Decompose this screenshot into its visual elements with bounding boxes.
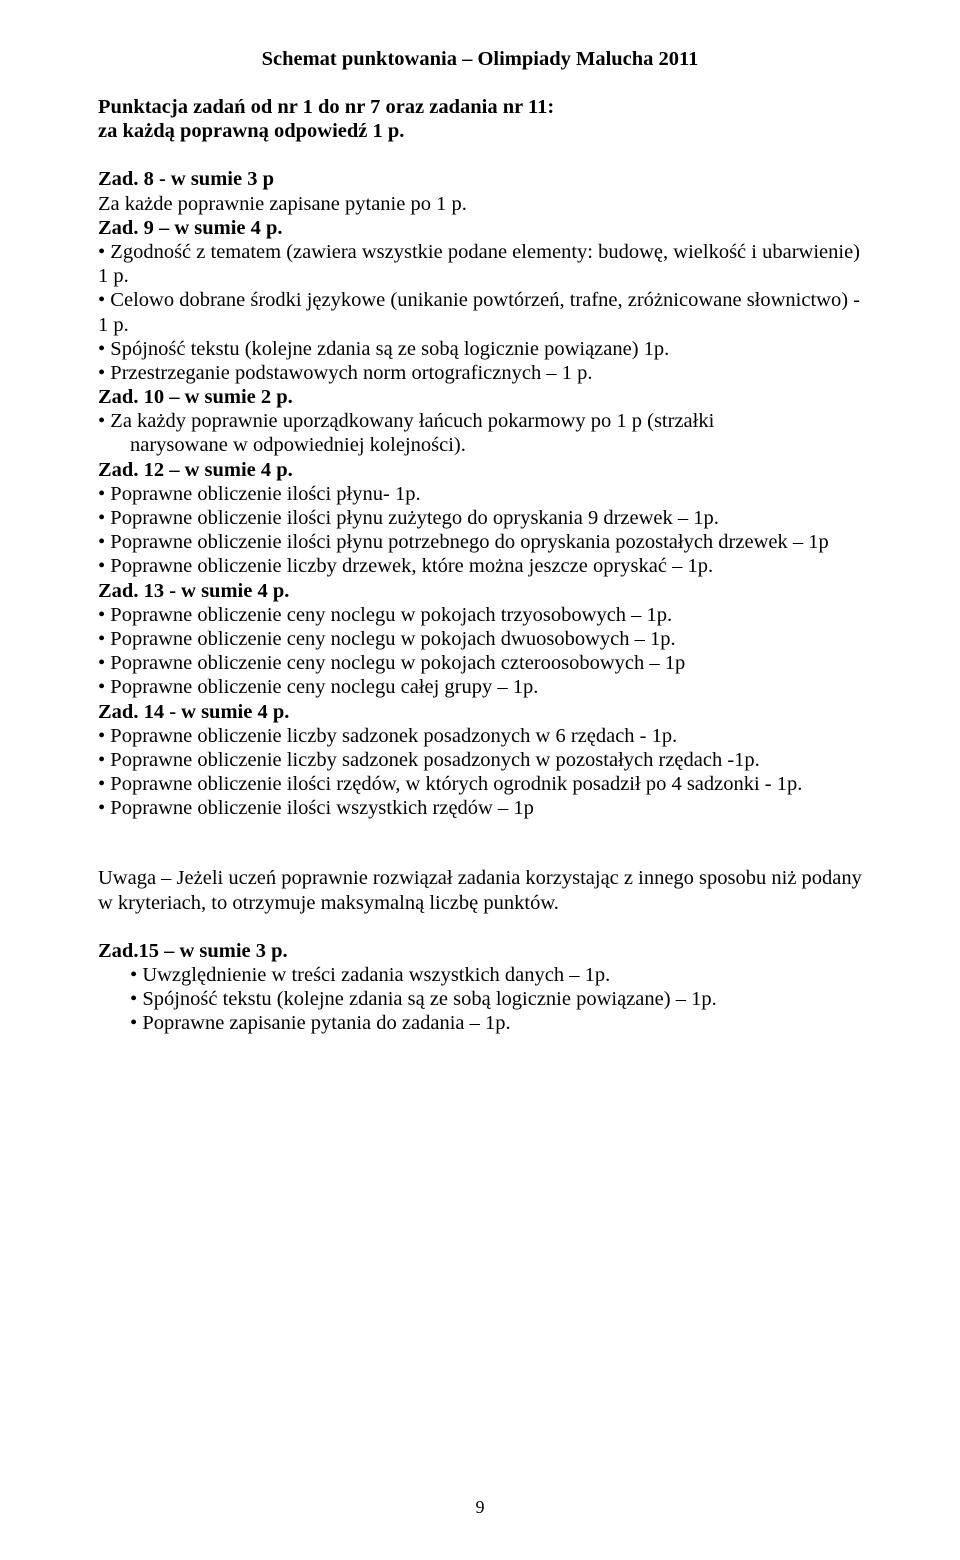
list-item: Spójność tekstu (kolejne zdania są ze so…	[130, 987, 862, 1011]
list-item: Uwzględnienie w treści zadania wszystkic…	[130, 963, 862, 987]
body-text: • Poprawne obliczenie ceny noclegu w pok…	[98, 627, 862, 651]
body-text: • Poprawne obliczenie ceny noclegu całej…	[98, 675, 862, 699]
list-item: Poprawne zapisanie pytania do zadania – …	[130, 1011, 862, 1035]
note-text: Uwaga – Jeżeli uczeń poprawnie rozwiązał…	[98, 866, 862, 914]
body-text: • Spójność tekstu (kolejne zdania są ze …	[98, 337, 862, 361]
body-text: • Poprawne obliczenie liczby drzewek, kt…	[98, 554, 862, 578]
body-text: • Poprawne obliczenie liczby sadzonek po…	[98, 724, 862, 748]
body-text: • Zgodność z tematem (zawiera wszystkie …	[98, 240, 862, 288]
body-text: • Poprawne obliczenie ilości wszystkich …	[98, 796, 862, 820]
page-number: 9	[0, 1497, 960, 1518]
body-text: • Poprawne obliczenie ceny noclegu w pok…	[98, 651, 862, 675]
document-body: Punktacja zadań od nr 1 do nr 7 oraz zad…	[98, 95, 862, 1036]
section-heading: za każdą poprawną odpowiedź 1 p.	[98, 119, 862, 143]
page-title: Schemat punktowania – Olimpiady Malucha …	[98, 48, 862, 71]
body-text: • Poprawne obliczenie ceny noclegu w pok…	[98, 603, 862, 627]
body-text: • Celowo dobrane środki językowe (unikan…	[98, 288, 862, 336]
bullet-list: Uwzględnienie w treści zadania wszystkic…	[98, 963, 862, 1036]
task-heading: Zad. 9 – w sumie 4 p.	[98, 216, 862, 240]
task-heading: Zad. 13 - w sumie 4 p.	[98, 579, 862, 603]
body-text: • Poprawne obliczenie ilości płynu zużyt…	[98, 506, 862, 530]
body-text: • Poprawne obliczenie liczby sadzonek po…	[98, 748, 862, 772]
task-heading: Zad. 10 – w sumie 2 p.	[98, 385, 862, 409]
task-heading: Zad. 8 - w sumie 3 p	[98, 167, 862, 191]
body-text: • Za każdy poprawnie uporządkowany łańcu…	[98, 409, 862, 433]
body-text: • Poprawne obliczenie ilości rzędów, w k…	[98, 772, 862, 796]
section-heading: Punktacja zadań od nr 1 do nr 7 oraz zad…	[98, 95, 862, 119]
body-text: • Przestrzeganie podstawowych norm ortog…	[98, 361, 862, 385]
task-heading: Zad. 12 – w sumie 4 p.	[98, 458, 862, 482]
body-text: • Poprawne obliczenie ilości płynu- 1p.	[98, 482, 862, 506]
task-heading: Zad. 14 - w sumie 4 p.	[98, 700, 862, 724]
task-heading: Zad.15 – w sumie 3 p.	[98, 939, 862, 963]
body-text: Za każde poprawnie zapisane pytanie po 1…	[98, 192, 862, 216]
body-text: • Poprawne obliczenie ilości płynu potrz…	[98, 530, 862, 554]
body-text: narysowane w odpowiedniej kolejności).	[98, 433, 862, 457]
